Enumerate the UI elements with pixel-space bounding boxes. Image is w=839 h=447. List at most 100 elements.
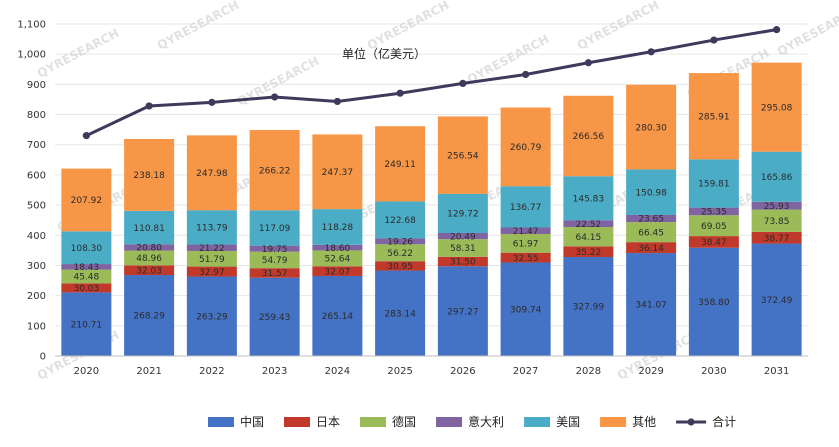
bar-segment-意大利 (688, 207, 739, 216)
data-label: 117.09 (259, 224, 291, 234)
legend: 中国 日本 德国 意大利 美国 其他 合计 (208, 414, 736, 429)
bar-segment-中国 (500, 262, 551, 356)
total-point (459, 79, 467, 88)
legend-label: 中国 (240, 414, 264, 429)
bar-segment-日本 (500, 252, 551, 263)
legend-swatch-中国 (208, 417, 234, 427)
data-label: 52.64 (324, 255, 350, 265)
data-label: 48.96 (136, 254, 162, 264)
data-label: 51.79 (199, 255, 225, 265)
bar-segment-中国 (249, 277, 300, 356)
data-label: 32.07 (324, 267, 350, 277)
data-label: 266.22 (259, 166, 291, 176)
watermark-text: QYRESEARCH (365, 0, 452, 53)
data-label: 150.98 (635, 188, 667, 198)
x-tick-label: 2031 (764, 366, 789, 377)
x-tick-label: 2025 (387, 366, 412, 377)
legend-label: 德国 (392, 414, 416, 429)
data-label: 259.43 (259, 313, 291, 323)
data-label: 25.93 (764, 202, 790, 212)
bar-segment-德国 (312, 250, 363, 267)
data-label: 61.97 (513, 240, 539, 250)
data-label: 19.26 (387, 238, 413, 248)
bar-segment-美国 (249, 210, 300, 246)
data-label: 58.31 (450, 244, 476, 254)
bar-segment-意大利 (186, 244, 237, 251)
data-label: 108.30 (71, 244, 103, 254)
data-label: 22.52 (575, 220, 601, 230)
y-tick-label: 500 (27, 201, 46, 212)
bar-segment-中国 (61, 292, 112, 356)
data-label: 66.45 (638, 228, 664, 238)
data-label: 21.22 (199, 244, 225, 254)
bar-segment-日本 (249, 268, 300, 278)
legend-swatch-total-marker (687, 418, 695, 426)
data-label: 20.80 (136, 244, 162, 254)
bar-segment-意大利 (249, 245, 300, 252)
y-tick-label: 1,100 (17, 20, 46, 31)
bar-segment-其他 (312, 134, 363, 210)
total-point (396, 89, 404, 97)
bar-segment-中国 (437, 266, 488, 356)
bar-segment-中国 (186, 276, 237, 356)
data-label: 263.29 (196, 312, 228, 322)
total-line-layer (82, 26, 781, 140)
data-label: 268.29 (133, 312, 165, 322)
bar-segment-意大利 (375, 238, 426, 245)
legend-label: 日本 (316, 415, 340, 429)
watermark-text: QYRESEARCH (35, 26, 122, 81)
legend-swatch-德国 (360, 417, 387, 427)
data-label: 327.99 (573, 303, 605, 313)
y-tick-label: 700 (27, 140, 46, 151)
bar-segment-中国 (312, 275, 363, 356)
x-tick-label: 2021 (136, 366, 161, 377)
legend-label: 意大利 (468, 414, 504, 429)
bar-segment-中国 (375, 270, 426, 356)
data-label: 32.03 (136, 266, 162, 276)
legend-swatch-意大利 (436, 417, 463, 427)
bar-segment-美国 (124, 210, 175, 245)
data-label: 20.49 (450, 232, 476, 242)
y-tick-label: 300 (27, 261, 46, 272)
data-label: 64.15 (575, 233, 601, 243)
legend-label: 其他 (632, 415, 656, 429)
data-label: 73.85 (764, 217, 790, 227)
data-label: 280.30 (635, 123, 667, 133)
bar-segment-其他 (61, 168, 112, 232)
bar-segment-日本 (124, 265, 175, 276)
y-tick-label: 200 (27, 291, 46, 302)
data-label: 110.81 (133, 224, 165, 234)
data-label: 118.28 (322, 223, 354, 233)
data-label: 30.03 (73, 284, 99, 294)
data-label: 54.79 (262, 256, 288, 266)
data-label: 309.74 (510, 305, 542, 315)
bar-segment-中国 (688, 247, 739, 356)
bar-segment-其他 (186, 135, 237, 211)
legend-label: 美国 (556, 415, 580, 429)
data-label: 145.83 (573, 194, 605, 204)
x-tick-label: 2020 (74, 366, 99, 377)
y-tick-label: 600 (27, 170, 46, 181)
bar-segment-日本 (437, 256, 488, 267)
watermark-text: QYRESEARCH (155, 0, 242, 53)
bar-segment-德国 (751, 209, 802, 232)
data-label: 265.14 (322, 312, 354, 322)
data-label: 30.95 (387, 262, 413, 272)
bar-segment-德国 (500, 233, 551, 253)
bar-segment-德国 (186, 250, 237, 267)
data-label: 31.57 (262, 269, 288, 279)
watermark-text: QYRESEARCH (775, 4, 839, 59)
data-label: 295.08 (761, 103, 793, 113)
data-label: 207.92 (71, 196, 103, 206)
bar-segment-美国 (437, 193, 488, 233)
data-label: 256.54 (447, 151, 479, 161)
bar-segment-意大利 (437, 232, 488, 240)
bar-segment-其他 (249, 129, 300, 211)
bars-layer (61, 62, 802, 356)
bar-segment-德国 (61, 269, 112, 284)
bar-segment-德国 (563, 227, 614, 247)
data-label: 283.14 (384, 309, 416, 319)
